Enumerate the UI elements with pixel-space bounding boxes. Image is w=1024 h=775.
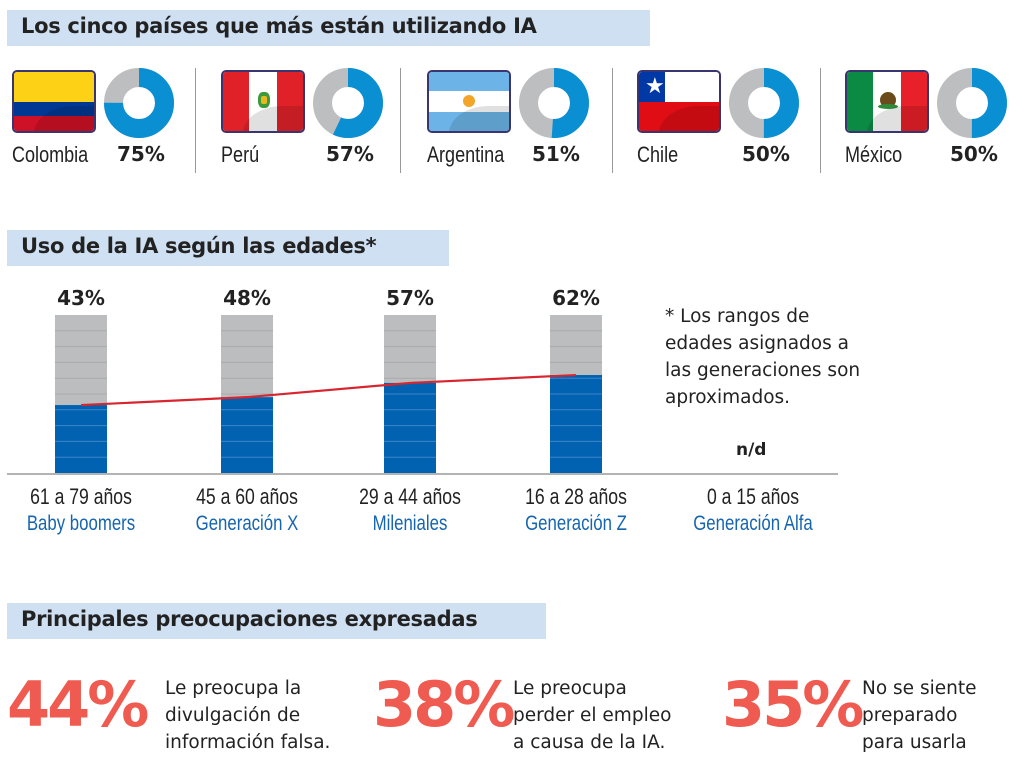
- concern-item: 35% No se sientepreparadopara usarla: [722, 670, 1022, 770]
- concern-text: No se sientepreparadopara usarla: [862, 675, 976, 756]
- age-footnote: * Los rangos de edades asignados a las g…: [665, 303, 905, 411]
- concern-item: 38% Le preocupaperder el empleoa causa d…: [373, 670, 713, 770]
- bar-fill: [550, 375, 602, 473]
- bar-fill: [221, 397, 273, 473]
- bar: [550, 315, 602, 473]
- age-range-label: 61 a 79 años: [21, 484, 141, 510]
- bar-value-label: 43%: [36, 286, 126, 310]
- concern-text: Le preocupa ladivulgación deinformación …: [165, 675, 330, 756]
- bar: [384, 315, 436, 473]
- generation-label: Generación Z: [516, 512, 636, 536]
- bar-fill: [384, 383, 436, 473]
- bar-fill: [55, 405, 107, 473]
- generation-label: Mileniales: [350, 512, 470, 536]
- bar: [221, 315, 273, 473]
- generation-label: Generación Alfa: [693, 512, 813, 536]
- age-range-label: 16 a 28 años: [516, 484, 636, 510]
- generation-label: Baby boomers: [21, 512, 141, 536]
- bar-value-label: 57%: [365, 286, 455, 310]
- footnote-line: aproximados.: [665, 384, 905, 411]
- generation-label: Generación X: [187, 512, 307, 536]
- age-range-label: 45 a 60 años: [187, 484, 307, 510]
- concern-percent: 38%: [373, 670, 512, 740]
- footnote-line: * Los rangos de: [665, 303, 905, 330]
- bar: [55, 315, 107, 473]
- age-range-label: 29 a 44 años: [350, 484, 470, 510]
- concern-percent: 44%: [7, 670, 146, 740]
- concern-item: 44% Le preocupa ladivulgación deinformac…: [7, 670, 357, 770]
- concern-text: Le preocupaperder el empleoa causa de la…: [513, 675, 671, 756]
- footnote-line: las generaciones son: [665, 357, 905, 384]
- concern-percent: 35%: [722, 670, 861, 740]
- footnote-line: edades asignados a: [665, 330, 905, 357]
- age-range-label: 0 a 15 años: [693, 484, 813, 510]
- bar-value-label-nd: n/d: [736, 440, 766, 460]
- bar-value-label: 62%: [531, 286, 621, 310]
- concerns-section-title: Principales preocupaciones expresadas: [21, 607, 477, 631]
- bar-value-label: 48%: [202, 286, 292, 310]
- concerns-section-header: Principales preocupaciones expresadas: [7, 603, 546, 639]
- trend-line: [81, 375, 576, 405]
